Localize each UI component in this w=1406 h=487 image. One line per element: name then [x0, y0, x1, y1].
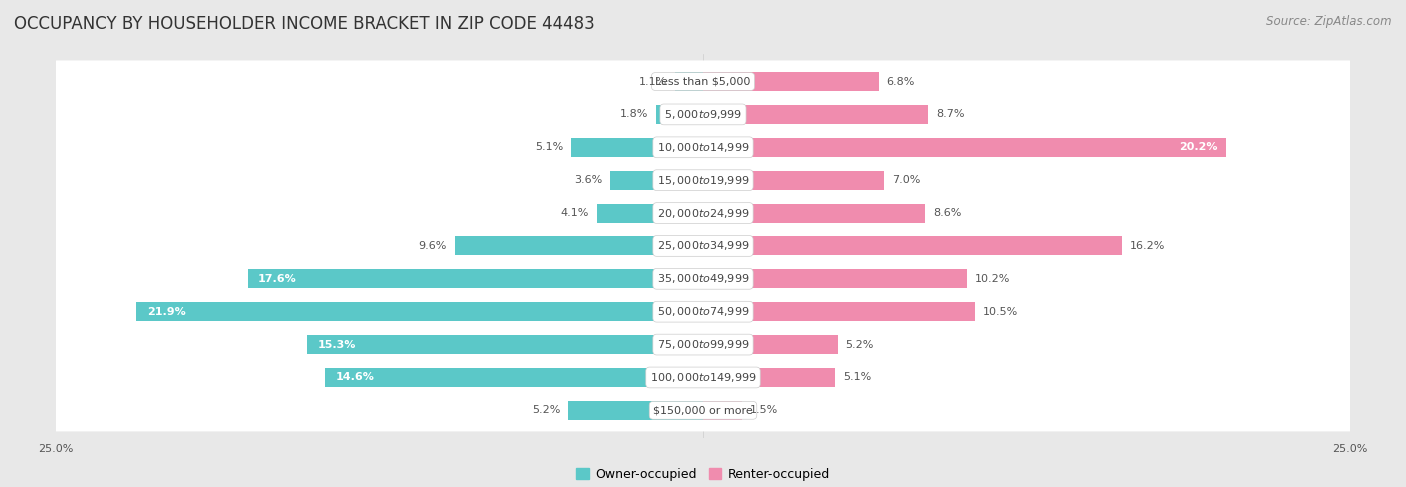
Bar: [568, 401, 703, 420]
FancyBboxPatch shape: [52, 225, 1354, 267]
Text: Less than $5,000: Less than $5,000: [655, 76, 751, 87]
FancyBboxPatch shape: [52, 356, 1354, 398]
Text: 5.2%: 5.2%: [533, 405, 561, 415]
Text: 1.8%: 1.8%: [620, 110, 648, 119]
FancyBboxPatch shape: [52, 159, 1354, 201]
Bar: [703, 302, 974, 321]
Bar: [610, 170, 703, 190]
Text: 1.1%: 1.1%: [638, 76, 666, 87]
Text: 8.7%: 8.7%: [936, 110, 965, 119]
Bar: [598, 204, 703, 223]
Text: 5.2%: 5.2%: [845, 339, 873, 350]
Bar: [703, 170, 884, 190]
Bar: [703, 236, 1122, 256]
Bar: [703, 72, 879, 91]
Text: 3.6%: 3.6%: [574, 175, 602, 185]
Text: 10.5%: 10.5%: [983, 307, 1018, 317]
Text: $50,000 to $74,999: $50,000 to $74,999: [657, 305, 749, 318]
Bar: [454, 236, 703, 256]
Text: 20.2%: 20.2%: [1180, 142, 1218, 152]
Text: 6.8%: 6.8%: [887, 76, 915, 87]
Text: 17.6%: 17.6%: [259, 274, 297, 284]
FancyBboxPatch shape: [52, 323, 1354, 366]
Text: 5.1%: 5.1%: [842, 373, 870, 382]
Bar: [307, 335, 703, 354]
FancyBboxPatch shape: [52, 258, 1354, 300]
Text: $25,000 to $34,999: $25,000 to $34,999: [657, 240, 749, 252]
FancyBboxPatch shape: [52, 126, 1354, 169]
Text: 16.2%: 16.2%: [1130, 241, 1166, 251]
Bar: [703, 138, 1226, 157]
Bar: [703, 105, 928, 124]
Bar: [325, 368, 703, 387]
FancyBboxPatch shape: [52, 60, 1354, 103]
Bar: [571, 138, 703, 157]
FancyBboxPatch shape: [52, 389, 1354, 431]
Bar: [657, 105, 703, 124]
Bar: [136, 302, 703, 321]
Text: 7.0%: 7.0%: [891, 175, 921, 185]
Text: 15.3%: 15.3%: [318, 339, 356, 350]
Text: 8.6%: 8.6%: [934, 208, 962, 218]
Text: OCCUPANCY BY HOUSEHOLDER INCOME BRACKET IN ZIP CODE 44483: OCCUPANCY BY HOUSEHOLDER INCOME BRACKET …: [14, 15, 595, 33]
Bar: [703, 269, 967, 288]
FancyBboxPatch shape: [52, 291, 1354, 333]
Bar: [703, 368, 835, 387]
Text: $100,000 to $149,999: $100,000 to $149,999: [650, 371, 756, 384]
Text: 21.9%: 21.9%: [146, 307, 186, 317]
Text: $150,000 or more: $150,000 or more: [654, 405, 752, 415]
Text: 14.6%: 14.6%: [336, 373, 374, 382]
Bar: [247, 269, 703, 288]
Bar: [675, 72, 703, 91]
Text: $5,000 to $9,999: $5,000 to $9,999: [664, 108, 742, 121]
Text: $20,000 to $24,999: $20,000 to $24,999: [657, 206, 749, 220]
Text: Source: ZipAtlas.com: Source: ZipAtlas.com: [1267, 15, 1392, 28]
Legend: Owner-occupied, Renter-occupied: Owner-occupied, Renter-occupied: [571, 463, 835, 486]
Bar: [703, 401, 742, 420]
Text: 10.2%: 10.2%: [974, 274, 1010, 284]
Text: 5.1%: 5.1%: [536, 142, 564, 152]
Text: $75,000 to $99,999: $75,000 to $99,999: [657, 338, 749, 351]
FancyBboxPatch shape: [52, 94, 1354, 135]
Text: $15,000 to $19,999: $15,000 to $19,999: [657, 174, 749, 187]
Text: 9.6%: 9.6%: [419, 241, 447, 251]
FancyBboxPatch shape: [52, 192, 1354, 234]
Text: 1.5%: 1.5%: [749, 405, 778, 415]
Bar: [703, 335, 838, 354]
Bar: [703, 204, 925, 223]
Text: $35,000 to $49,999: $35,000 to $49,999: [657, 272, 749, 285]
Text: 4.1%: 4.1%: [561, 208, 589, 218]
Text: $10,000 to $14,999: $10,000 to $14,999: [657, 141, 749, 154]
